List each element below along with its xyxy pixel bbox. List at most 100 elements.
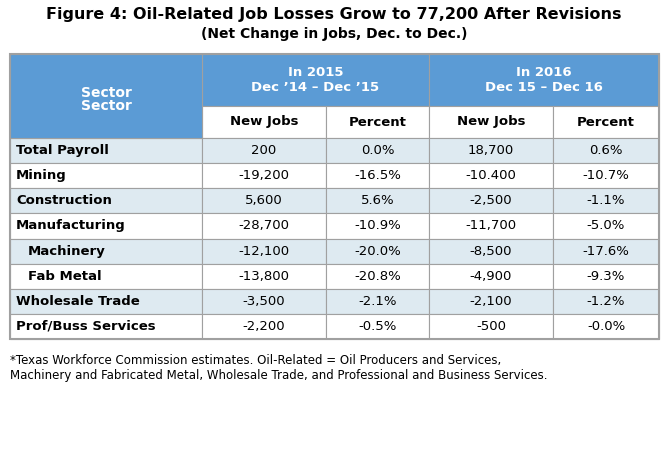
Text: Prof/Buss Services: Prof/Buss Services [16, 320, 156, 333]
Text: 5,600: 5,600 [245, 194, 283, 207]
Text: New Jobs: New Jobs [457, 115, 525, 128]
Text: (Net Change in Jobs, Dec. to Dec.): (Net Change in Jobs, Dec. to Dec.) [201, 27, 467, 41]
Text: 0.6%: 0.6% [589, 144, 623, 157]
Bar [10, 54, 659, 339]
Bar [10, 54, 202, 138]
Bar [202, 163, 326, 188]
Text: -2,500: -2,500 [470, 194, 512, 207]
Text: Sector: Sector [80, 99, 131, 113]
Bar [202, 54, 429, 106]
Bar [10, 213, 202, 238]
Bar [10, 163, 202, 188]
Text: 18,700: 18,700 [468, 144, 514, 157]
Bar [553, 138, 659, 163]
Bar [202, 238, 326, 264]
Bar [10, 54, 202, 138]
Bar [429, 163, 553, 188]
Bar [326, 106, 429, 138]
Text: -9.3%: -9.3% [587, 270, 626, 283]
Text: -4,900: -4,900 [470, 270, 512, 283]
Text: -10.400: -10.400 [466, 169, 516, 182]
Bar [326, 188, 429, 213]
Bar [429, 106, 553, 138]
Bar [553, 188, 659, 213]
Text: In 2015
Dec ’14 – Dec ’15: In 2015 Dec ’14 – Dec ’15 [252, 66, 379, 94]
Text: 5.6%: 5.6% [361, 194, 394, 207]
Bar [10, 106, 202, 138]
Bar [10, 289, 202, 314]
Text: Figure 4: Oil-Related Job Losses Grow to 77,200 After Revisions: Figure 4: Oil-Related Job Losses Grow to… [46, 6, 622, 21]
Text: Wholesale Trade: Wholesale Trade [16, 295, 140, 308]
Bar [553, 213, 659, 238]
Text: -20.0%: -20.0% [354, 245, 401, 257]
Bar [202, 314, 326, 339]
Text: -2,200: -2,200 [243, 320, 285, 333]
Text: -1.1%: -1.1% [587, 194, 626, 207]
Bar [202, 289, 326, 314]
Bar [10, 188, 202, 213]
Bar [553, 289, 659, 314]
Bar [429, 264, 553, 289]
Text: Mining: Mining [16, 169, 67, 182]
Bar [326, 213, 429, 238]
Text: Sector: Sector [80, 86, 131, 100]
Bar [10, 138, 202, 163]
Bar [429, 213, 553, 238]
Text: -17.6%: -17.6% [583, 245, 630, 257]
Bar [326, 314, 429, 339]
Text: -2.1%: -2.1% [359, 295, 397, 308]
Text: Machinery and Fabricated Metal, Wholesale Trade, and Professional and Business S: Machinery and Fabricated Metal, Wholesal… [10, 369, 547, 382]
Bar [10, 54, 202, 339]
Text: -28,700: -28,700 [239, 219, 290, 232]
Bar [553, 314, 659, 339]
Text: -3,500: -3,500 [243, 295, 285, 308]
Text: *Texas Workforce Commission estimates. Oil-Related = Oil Producers and Services,: *Texas Workforce Commission estimates. O… [10, 354, 501, 367]
Text: -500: -500 [476, 320, 506, 333]
Bar [10, 238, 202, 264]
Text: -19,200: -19,200 [239, 169, 290, 182]
Bar [202, 213, 326, 238]
Bar [326, 163, 429, 188]
Text: -0.0%: -0.0% [587, 320, 625, 333]
Bar [553, 264, 659, 289]
Text: -20.8%: -20.8% [354, 270, 401, 283]
Bar [429, 188, 553, 213]
Text: Manufacturing: Manufacturing [16, 219, 126, 232]
Text: In 2016
Dec 15 – Dec 16: In 2016 Dec 15 – Dec 16 [485, 66, 603, 94]
Text: -0.5%: -0.5% [359, 320, 397, 333]
Text: New Jobs: New Jobs [229, 115, 298, 128]
Bar [326, 264, 429, 289]
Bar [326, 238, 429, 264]
Bar [429, 54, 659, 106]
Text: -13,800: -13,800 [239, 270, 290, 283]
Text: -12,100: -12,100 [238, 245, 290, 257]
Bar [429, 289, 553, 314]
Text: -5.0%: -5.0% [587, 219, 626, 232]
Text: -8,500: -8,500 [470, 245, 512, 257]
Bar [10, 264, 202, 289]
Bar [202, 106, 326, 138]
Text: Construction: Construction [16, 194, 112, 207]
Bar [553, 106, 659, 138]
Text: -1.2%: -1.2% [587, 295, 626, 308]
Bar [553, 238, 659, 264]
Bar [429, 314, 553, 339]
Text: Total Payroll: Total Payroll [16, 144, 109, 157]
Text: Fab Metal: Fab Metal [28, 270, 102, 283]
Text: -10.9%: -10.9% [354, 219, 401, 232]
Text: -2,100: -2,100 [470, 295, 512, 308]
Text: Percent: Percent [349, 115, 407, 128]
Text: 200: 200 [252, 144, 276, 157]
Text: -10.7%: -10.7% [583, 169, 630, 182]
Bar [202, 264, 326, 289]
Bar [10, 314, 202, 339]
Bar [429, 238, 553, 264]
Bar [202, 138, 326, 163]
Bar [429, 138, 553, 163]
Bar [202, 188, 326, 213]
Text: Percent: Percent [577, 115, 635, 128]
Bar [553, 163, 659, 188]
Text: -16.5%: -16.5% [354, 169, 401, 182]
Text: 0.0%: 0.0% [361, 144, 394, 157]
Bar [326, 289, 429, 314]
